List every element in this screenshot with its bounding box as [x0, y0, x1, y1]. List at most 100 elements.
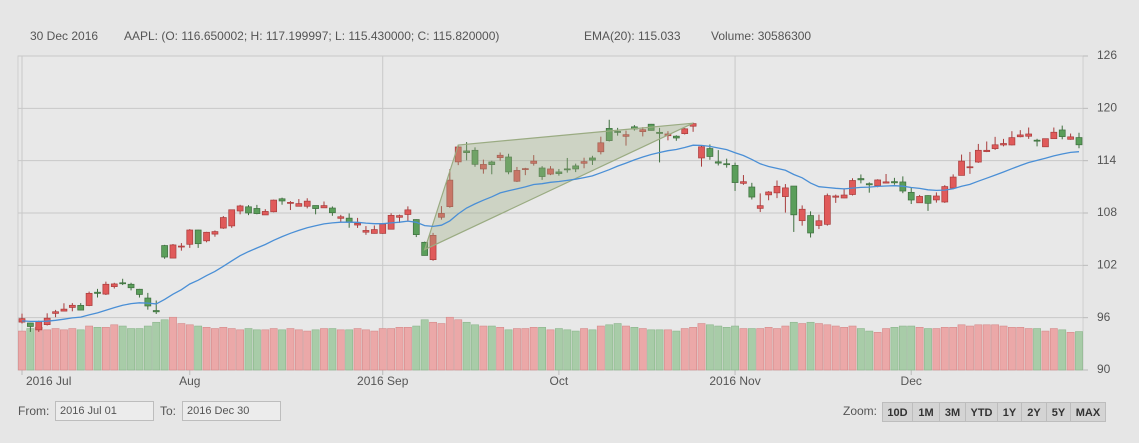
candle-body: [110, 283, 118, 287]
volume-bar: [630, 326, 639, 371]
volume-bar: [336, 329, 345, 371]
candle-body: [538, 167, 546, 177]
candle-body: [622, 134, 630, 137]
candle-body: [446, 179, 454, 207]
candle-body: [77, 305, 85, 311]
volume-bar: [714, 325, 723, 371]
volume-bar: [647, 329, 656, 371]
ema-line: [21, 144, 1080, 323]
zoom-button[interactable]: 1M: [912, 402, 940, 422]
candle-body: [1042, 138, 1049, 148]
volume-bar: [152, 321, 161, 371]
volume-bar: [143, 325, 152, 371]
volume-bar: [1075, 331, 1083, 371]
volume-bar: [252, 329, 261, 371]
info-ema: EMA(20): 115.033: [584, 29, 681, 43]
volume-bar: [1016, 326, 1025, 371]
volume-bar: [294, 329, 303, 371]
zoom-button[interactable]: 5Y: [1046, 402, 1071, 422]
candle-body: [765, 191, 772, 196]
candle-body: [211, 231, 219, 235]
candle-body: [488, 161, 496, 165]
volume-bar: [403, 326, 412, 371]
volume-bar: [219, 326, 228, 371]
volume-bar: [672, 330, 681, 371]
candle-body: [857, 178, 865, 181]
candle-body: [303, 200, 311, 207]
volume-bar: [932, 328, 941, 371]
candle-body: [253, 208, 261, 214]
volume-bar: [588, 329, 597, 371]
volume-bar: [580, 328, 588, 371]
info-date: 30 Dec 2016: [30, 29, 98, 43]
candle-body: [68, 304, 76, 308]
volume-bar: [756, 328, 765, 371]
candle-body: [521, 168, 529, 170]
volume-bar: [764, 326, 773, 371]
candle-body: [152, 310, 160, 313]
x-tick-label: Oct: [550, 374, 569, 388]
y-tick-label: 90: [1097, 362, 1111, 376]
candle-body: [748, 186, 756, 198]
volume-bar: [487, 325, 496, 371]
zoom-button[interactable]: 1Y: [997, 402, 1022, 422]
zoom-button[interactable]: MAX: [1070, 402, 1106, 422]
candle-body: [362, 230, 370, 233]
zoom-button[interactable]: 3M: [939, 402, 966, 422]
y-tick-label: 96: [1097, 310, 1111, 324]
candle-body: [270, 199, 278, 213]
y-tick-label: 114: [1097, 153, 1116, 167]
volume-bar: [328, 328, 337, 371]
volume-bar: [127, 328, 135, 371]
candle-body: [329, 207, 336, 214]
volume-bar: [1033, 328, 1041, 371]
candle-body: [958, 160, 965, 176]
candle-body: [1000, 143, 1007, 146]
to-input[interactable]: 2016 Dec 30: [182, 401, 281, 421]
candle-body: [882, 181, 890, 184]
candle-body: [580, 161, 588, 164]
candle-body: [740, 181, 747, 184]
candle-body: [35, 321, 43, 331]
volume-bar: [664, 329, 672, 371]
candle-body: [1025, 133, 1033, 137]
volume-bar: [118, 325, 127, 371]
volume-bar: [34, 326, 43, 371]
volume-bar: [51, 328, 60, 371]
candle-body: [228, 209, 236, 227]
volume-bar: [890, 326, 899, 371]
candle-body: [186, 229, 194, 245]
candle-body: [136, 288, 143, 295]
zoom-button[interactable]: 2Y: [1021, 402, 1047, 422]
from-input[interactable]: 2016 Jul 01: [55, 401, 154, 421]
candle-body: [991, 144, 999, 149]
volume-bar: [982, 324, 991, 371]
volume-bar: [924, 328, 932, 371]
x-tick-label: Dec: [901, 374, 922, 388]
y-tick-label: 102: [1097, 258, 1117, 272]
volume-bar: [1058, 329, 1067, 371]
candle-body: [505, 156, 512, 173]
volume-bar: [622, 325, 630, 371]
candle-body: [119, 282, 127, 285]
volume-bar: [823, 324, 832, 371]
zoom-button[interactable]: 10D: [882, 402, 913, 422]
candle-body: [966, 166, 974, 169]
volume-bar: [731, 325, 739, 371]
candle-body: [463, 150, 470, 153]
volume-bar: [521, 328, 530, 371]
candle-body: [161, 245, 168, 258]
candle-body: [823, 195, 831, 225]
volume-bar: [194, 325, 203, 371]
volume-bar: [227, 328, 236, 371]
volume-bar: [865, 330, 874, 371]
volume-bar: [286, 328, 295, 371]
volume-bar: [638, 328, 647, 371]
candle-body: [60, 308, 68, 312]
candle-body: [941, 186, 949, 203]
volume-bar: [185, 324, 194, 371]
volume-bar: [437, 323, 446, 371]
zoom-button[interactable]: YTD: [965, 402, 998, 422]
volume-bar: [815, 323, 823, 371]
